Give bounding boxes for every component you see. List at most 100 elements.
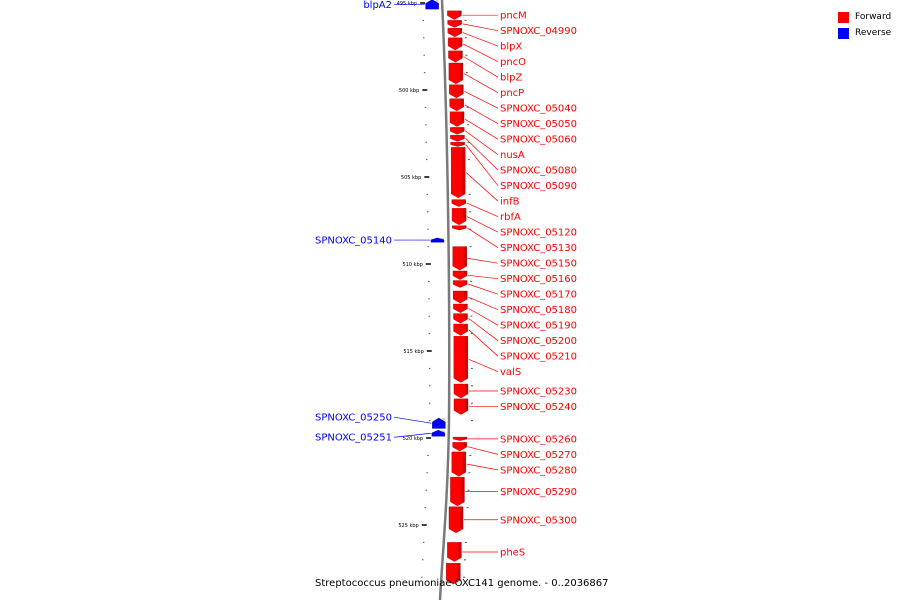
gene-arrow[interactable] — [451, 208, 467, 226]
gene-shade — [462, 451, 466, 473]
gene-label[interactable]: nusA — [500, 150, 525, 161]
gene-arrow[interactable] — [447, 542, 462, 562]
gene-label[interactable]: SPNOXC_05090 — [500, 181, 577, 192]
gene-arrow[interactable] — [447, 28, 463, 38]
gene-shade — [441, 430, 445, 434]
gene-arrow[interactable] — [452, 225, 467, 231]
gene-label[interactable]: SPNOXC_05280 — [500, 465, 577, 476]
gene-arrow[interactable] — [430, 237, 445, 243]
gene-label[interactable]: SPNOXC_05140 — [315, 236, 392, 247]
tick-label: 500 kbp — [399, 88, 419, 94]
gene-label[interactable]: SPNOXC_05230 — [500, 387, 577, 398]
label-leader — [464, 118, 499, 140]
gene-label[interactable]: SPNOXC_05060 — [500, 135, 577, 146]
gene-label[interactable]: SPNOXC_05250 — [315, 413, 392, 424]
gene-arrow[interactable] — [449, 84, 464, 99]
gene-shade — [461, 127, 465, 132]
gene-arrow[interactable] — [453, 323, 468, 336]
gene-label[interactable]: pheS — [500, 547, 525, 558]
gene-label[interactable]: SPNOXC_05210 — [500, 352, 577, 363]
gene-label[interactable]: SPNOXC_04990 — [500, 26, 577, 37]
gene-label[interactable]: SPNOXC_05050 — [500, 119, 577, 130]
label-leader — [468, 308, 499, 326]
gene-label[interactable]: valS — [500, 367, 521, 378]
gene-label[interactable]: SPNOXC_05260 — [500, 434, 577, 445]
gene-arrow[interactable] — [432, 417, 446, 429]
gene-arrow[interactable] — [447, 20, 462, 28]
gene-arrow[interactable] — [451, 147, 466, 199]
label-leader — [393, 416, 432, 424]
gene-label[interactable]: SPNOXC_05080 — [500, 166, 577, 177]
label-leader — [468, 296, 499, 311]
gene-label[interactable]: SPNOXC_05300 — [500, 515, 577, 526]
gene-arrow[interactable] — [447, 37, 463, 51]
label-leader — [465, 172, 499, 202]
gene-shade — [463, 246, 467, 267]
gene-label[interactable]: blpZ — [500, 73, 522, 84]
label-leader — [466, 463, 499, 471]
gene-label[interactable]: SPNOXC_05200 — [500, 336, 577, 347]
tick-label: 525 kbp — [398, 523, 418, 529]
gene-arrow[interactable] — [449, 98, 464, 112]
gene-label[interactable]: blpA2 — [363, 0, 392, 11]
gene-arrow[interactable] — [446, 563, 461, 585]
gene-arrow[interactable] — [451, 199, 467, 207]
gene-arrow[interactable] — [450, 476, 465, 507]
gene-labels: blpA2 pncM SPNOXC_04990 blpX pncO blpZ pncP SPN… — [315, 0, 577, 558]
legend-label-reverse: Reverse — [855, 28, 892, 38]
gene-arrow[interactable] — [431, 429, 446, 437]
gene-arrow[interactable] — [453, 383, 469, 399]
gene-arrow[interactable] — [450, 142, 465, 147]
gene-arrow[interactable] — [451, 451, 466, 477]
gene-label[interactable]: SPNOXC_05170 — [500, 290, 577, 301]
gene-shade — [458, 10, 462, 16]
gene-arrow[interactable] — [450, 135, 465, 142]
gene-label[interactable]: SPNOXC_05130 — [500, 243, 577, 254]
gene-arrow[interactable] — [448, 506, 464, 534]
gene-label[interactable]: pncP — [500, 88, 524, 99]
gene-arrow[interactable] — [452, 442, 467, 452]
label-leader — [467, 227, 499, 248]
gene-arrow[interactable] — [452, 270, 468, 280]
gene-arrow[interactable] — [425, 0, 439, 10]
gene-arrow[interactable] — [452, 246, 467, 271]
gene-arrow[interactable] — [452, 436, 468, 441]
label-leader — [468, 329, 499, 357]
gene-shade — [460, 98, 464, 107]
gene-label[interactable]: SPNOXC_05150 — [500, 259, 577, 270]
gene-label[interactable]: SPNOXC_05120 — [500, 228, 577, 239]
gene-label[interactable]: SPNOXC_05270 — [500, 450, 577, 461]
gene-shade — [464, 324, 468, 332]
gene-label[interactable]: SPNOXC_05240 — [500, 402, 577, 413]
legend-swatch-forward — [838, 11, 849, 23]
gene-arrow[interactable] — [452, 280, 468, 288]
gene-arrow[interactable] — [450, 127, 465, 135]
gene-label[interactable]: SPNOXC_05290 — [500, 487, 577, 498]
gene-arrow[interactable] — [448, 62, 464, 85]
gene-arrow[interactable] — [453, 313, 468, 324]
gene-arrow[interactable] — [448, 50, 463, 63]
gene-label[interactable]: blpX — [500, 42, 522, 53]
gene-label[interactable]: SPNOXC_05251 — [315, 433, 392, 444]
gene-label[interactable]: SPNOXC_05190 — [500, 321, 577, 332]
gene-arrow[interactable] — [449, 111, 465, 127]
gene-arrow[interactable] — [453, 398, 469, 415]
gene-label[interactable]: pncM — [500, 11, 527, 22]
gene-label[interactable]: infB — [500, 197, 520, 208]
gene-arrow[interactable] — [447, 10, 462, 20]
gene-arrow[interactable] — [453, 290, 468, 304]
label-leader — [467, 446, 499, 455]
gene-shade — [464, 437, 468, 440]
gene-label[interactable]: rbfA — [500, 212, 521, 223]
gene-label[interactable]: SPNOXC_05040 — [500, 104, 577, 115]
gene-label[interactable]: SPNOXC_05180 — [500, 305, 577, 316]
label-leader — [462, 32, 499, 47]
label-leader — [468, 358, 499, 373]
label-leader — [465, 130, 499, 155]
gene-label[interactable]: SPNOXC_05160 — [500, 274, 577, 285]
label-leader — [463, 56, 499, 78]
gene-arrow[interactable] — [453, 336, 469, 383]
gene-shade — [440, 237, 444, 241]
gene-label[interactable]: pncO — [500, 57, 526, 68]
gene-arrow[interactable] — [453, 303, 468, 313]
